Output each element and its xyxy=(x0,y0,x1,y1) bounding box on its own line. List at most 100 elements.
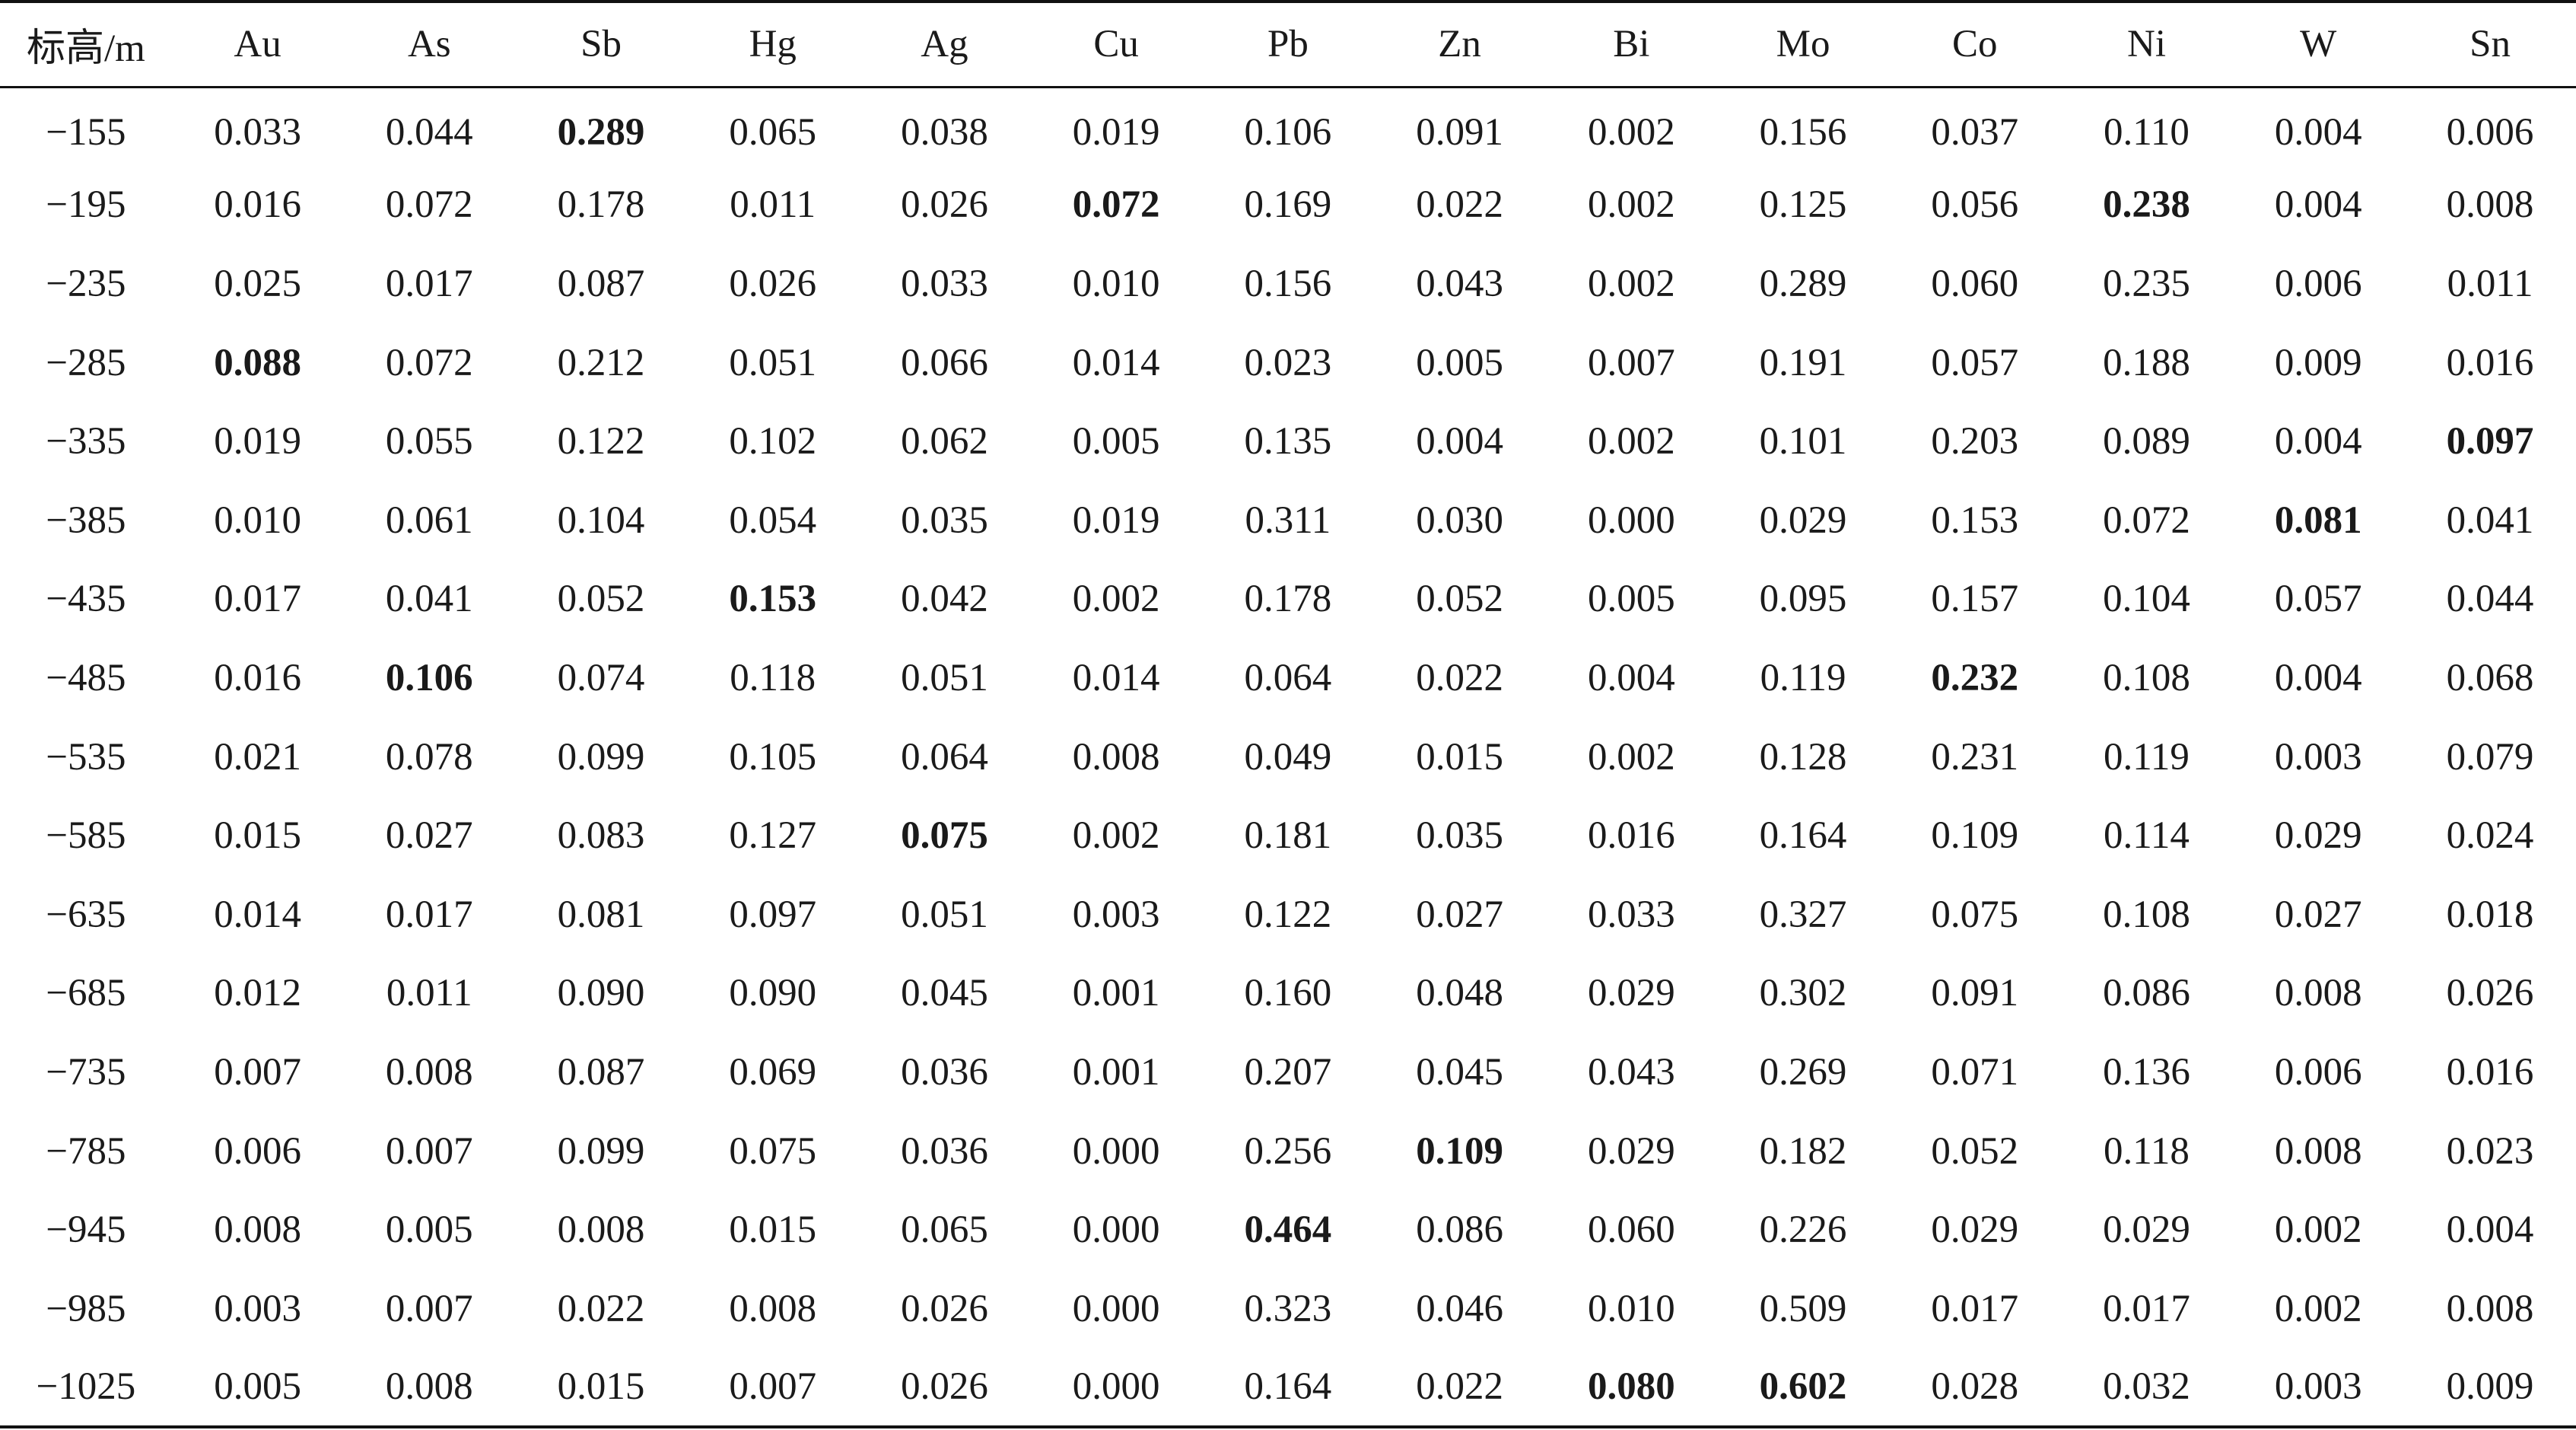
value-cell: 0.002 xyxy=(1587,262,1675,305)
value-cell: 0.157 xyxy=(1931,578,2019,621)
column-header-hg: Hg xyxy=(686,0,859,88)
value-cell: 0.014 xyxy=(1072,341,1160,384)
value-cell: 0.015 xyxy=(1416,735,1503,779)
table-row: −285 0.088 0.072 0.212 0.051 0.066 0.014 0.023 0… xyxy=(0,323,2576,403)
value-cell: 0.004 xyxy=(1587,656,1675,699)
value-cell: 0.072 xyxy=(2103,498,2190,542)
value-cell: 0.097 xyxy=(729,893,817,936)
value-cell: 0.008 xyxy=(343,1348,516,1429)
value-cell: 0.035 xyxy=(1416,814,1503,858)
value-cell: 0.191 xyxy=(1759,341,1847,384)
value-cell: 0.008 xyxy=(385,1050,473,1094)
value-cell: 0.182 xyxy=(1759,1129,1847,1173)
value-cell: 0.086 xyxy=(1416,1209,1503,1252)
value-cell: 0.054 xyxy=(729,498,817,542)
value-cell: 0.019 xyxy=(1072,110,1160,154)
value-cell: 0.086 xyxy=(2103,972,2190,1015)
value-cell: 0.097 xyxy=(2446,420,2534,463)
value-cell: 0.099 xyxy=(557,1129,645,1173)
value-cell: 0.048 xyxy=(1416,972,1503,1015)
value-cell: 0.027 xyxy=(385,814,473,858)
value-cell: 0.008 xyxy=(557,1209,645,1252)
value-cell: 0.008 xyxy=(2274,1129,2362,1173)
value-cell: 0.002 xyxy=(1072,814,1160,858)
value-cell: 0.178 xyxy=(557,183,645,227)
value-cell: 0.005 xyxy=(1072,420,1160,463)
value-cell: 0.017 xyxy=(385,893,473,936)
value-cell: 0.135 xyxy=(1244,420,1332,463)
value-cell: 0.012 xyxy=(214,972,301,1015)
value-cell: 0.127 xyxy=(729,814,817,858)
table-row: −985 0.003 0.007 0.022 0.008 0.026 0.000 0.323 0… xyxy=(0,1269,2576,1349)
value-cell: 0.091 xyxy=(1931,972,2019,1015)
value-cell: 0.029 xyxy=(2274,814,2362,858)
value-cell: 0.106 xyxy=(1244,110,1332,154)
column-header-au: Au xyxy=(171,0,344,88)
value-cell: 0.064 xyxy=(901,735,988,779)
value-cell: 0.128 xyxy=(1759,735,1847,779)
value-cell: 0.327 xyxy=(1759,893,1847,936)
value-cell: 0.065 xyxy=(729,110,817,154)
value-cell: 0.011 xyxy=(386,972,472,1015)
value-cell: 0.008 xyxy=(729,1287,817,1330)
value-cell: 0.029 xyxy=(1587,1129,1675,1173)
value-cell: 0.235 xyxy=(2103,262,2190,305)
value-cell: 0.602 xyxy=(1717,1348,1889,1429)
value-cell: 0.061 xyxy=(385,498,473,542)
value-cell: 0.075 xyxy=(1931,893,2019,936)
value-cell: 0.005 xyxy=(1587,578,1675,621)
value-cell: 0.101 xyxy=(1759,420,1847,463)
value-cell: 0.106 xyxy=(385,656,473,699)
value-cell: 0.004 xyxy=(2274,110,2362,154)
value-cell: 0.072 xyxy=(385,183,473,227)
value-cell: 0.030 xyxy=(1416,498,1503,542)
value-cell: 0.104 xyxy=(2103,578,2190,621)
table-row: −235 0.025 0.017 0.087 0.026 0.033 0.010 0.156 0… xyxy=(0,244,2576,323)
elevation-cell: −155 xyxy=(46,110,126,154)
value-cell: 0.002 xyxy=(2274,1209,2362,1252)
value-cell: 0.002 xyxy=(1072,578,1160,621)
value-cell: 0.169 xyxy=(1244,183,1332,227)
value-cell: 0.156 xyxy=(1244,262,1332,305)
value-cell: 0.017 xyxy=(385,262,473,305)
value-cell: 0.043 xyxy=(1587,1050,1675,1094)
value-cell: 0.110 xyxy=(2104,110,2190,154)
value-cell: 0.002 xyxy=(1587,735,1675,779)
value-cell: 0.035 xyxy=(901,498,988,542)
value-cell: 0.014 xyxy=(214,893,301,936)
value-cell: 0.006 xyxy=(214,1129,301,1173)
value-cell: 0.164 xyxy=(1202,1348,1374,1429)
elevation-cell: −585 xyxy=(46,814,126,858)
value-cell: 0.102 xyxy=(729,420,817,463)
column-header-sb: Sb xyxy=(515,0,687,88)
value-cell: 0.007 xyxy=(1587,341,1675,384)
value-cell: 0.004 xyxy=(2274,420,2362,463)
elevation-cell: −785 xyxy=(46,1129,126,1173)
value-cell: 0.009 xyxy=(2404,1348,2576,1429)
value-cell: 0.037 xyxy=(1931,110,2019,154)
value-cell: 0.256 xyxy=(1244,1129,1332,1173)
value-cell: 0.051 xyxy=(901,656,988,699)
column-header-bi: Bi xyxy=(1545,0,1718,88)
table-row: −335 0.019 0.055 0.122 0.102 0.062 0.005 0.135 0… xyxy=(0,402,2576,481)
value-cell: 0.323 xyxy=(1244,1287,1332,1330)
elevation-cell: −385 xyxy=(46,498,126,542)
value-cell: 0.010 xyxy=(1587,1287,1675,1330)
column-header-as: As xyxy=(343,0,516,88)
column-header-w: W xyxy=(2232,0,2405,88)
value-cell: 0.075 xyxy=(901,814,988,858)
value-cell: 0.057 xyxy=(2274,578,2362,621)
elevation-cell: −285 xyxy=(46,341,126,384)
value-cell: 0.090 xyxy=(729,972,817,1015)
value-cell: 0.016 xyxy=(214,656,301,699)
value-cell: 0.238 xyxy=(2103,183,2190,227)
value-cell: 0.017 xyxy=(214,578,301,621)
value-cell: 0.081 xyxy=(2274,498,2362,542)
value-cell: 0.019 xyxy=(214,420,301,463)
table-row: −585 0.015 0.027 0.083 0.127 0.075 0.002 0.181 0… xyxy=(0,796,2576,875)
table-body: −155 0.033 0.044 0.289 0.065 0.038 0.019 0.106 0… xyxy=(0,87,2576,1429)
value-cell: 0.289 xyxy=(557,110,645,154)
value-cell: 0.007 xyxy=(385,1129,473,1173)
value-cell: 0.000 xyxy=(1072,1129,1160,1173)
